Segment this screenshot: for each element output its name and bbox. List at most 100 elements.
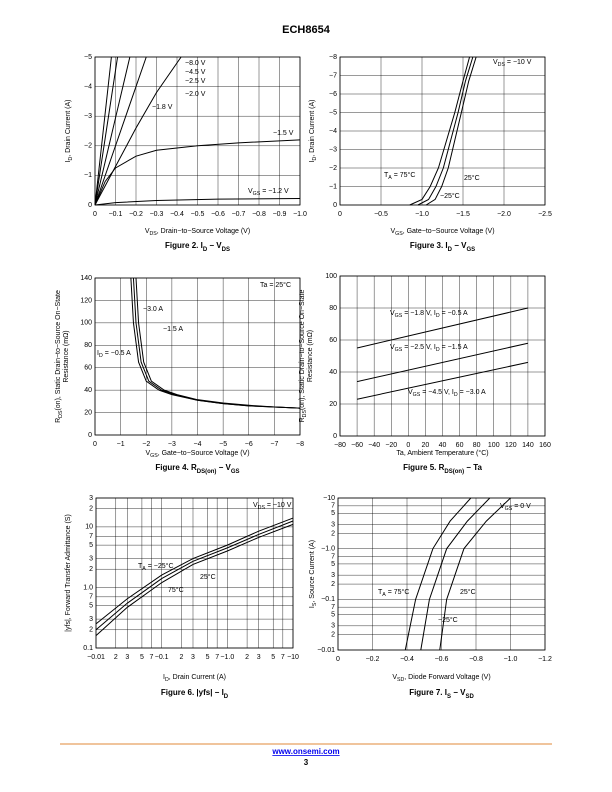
subscript: D [224, 694, 229, 700]
y-tick-label: 7 [331, 553, 335, 560]
y-tick-label: 2 [331, 632, 335, 639]
y-tick-label: 0 [88, 432, 92, 439]
plot-frame [95, 497, 294, 649]
text-part: − V [451, 688, 466, 697]
subscript: D [99, 353, 103, 359]
x-tick-label: −0.9 [273, 211, 287, 218]
y-tick-label: 0 [333, 202, 337, 209]
y-tick-label: 5 [331, 510, 335, 517]
x-tick-label: 3 [257, 654, 261, 661]
text-part: , Drain−to−Source Voltage (V) [157, 228, 250, 235]
x-tick-label: −0.3 [150, 211, 164, 218]
text-part: = −4.5 V, I [420, 389, 454, 396]
y-tick-label: −5 [329, 109, 337, 116]
text-part: , Gate−to−Source Voltage (V) [403, 228, 495, 235]
x-tick-label: −0.1 [109, 211, 123, 218]
curve-label: −25°C [438, 616, 458, 624]
y-tick-label: 20 [329, 401, 337, 408]
y-tick-label: 5 [89, 603, 93, 610]
x-axis-label: VSD, Diode Forward Voltage (V) [392, 674, 490, 684]
text-part: Figure 2. I [165, 241, 203, 250]
x-tick-label: −8 [296, 441, 304, 448]
y-tick-label: 10 [85, 524, 93, 531]
text-part: = 75°C [392, 171, 416, 179]
x-tick-label: −0.6 [435, 656, 449, 663]
x-tick-label: −6 [245, 441, 253, 448]
text-part: − V [216, 463, 231, 472]
curve [135, 277, 301, 409]
y-tick-label: 2 [89, 566, 93, 573]
curve-label: TA = −25°C [138, 562, 174, 573]
condition-note: VGS = 0 V [500, 503, 531, 513]
curve-label: −3.0 A [143, 306, 163, 313]
text-part: , Source Current (A) [309, 540, 316, 603]
curve [94, 56, 131, 206]
x-tick-label: 100 [488, 442, 500, 449]
page-number: 3 [304, 758, 309, 767]
text-part: = −2.5 V, I [402, 344, 436, 351]
subscript: GS [413, 392, 421, 398]
curve-label: TA = 75°C [378, 588, 409, 599]
text-part: I [163, 674, 165, 681]
y-axis-label: |yfs|, Forward Transfer Admittance (S) [65, 514, 72, 632]
subscript: D [203, 247, 208, 253]
subscript: GS [253, 191, 261, 197]
curve-label: −8.0 V [185, 60, 206, 67]
curve [439, 497, 511, 651]
subscript: A [388, 175, 392, 181]
figure-caption: Figure 3. ID − VGS [410, 241, 475, 252]
y-tick-label: 3 [89, 495, 93, 502]
x-tick-label: −0.7 [232, 211, 246, 218]
text-part: = −1.8 V, I [402, 310, 436, 317]
x-tick-label: 40 [439, 442, 447, 449]
figure-caption: Figure 2. ID − VDS [165, 241, 230, 252]
text-part: Figure 3. I [410, 241, 448, 250]
y-tick-label: 3 [331, 521, 335, 528]
text-part: = 0 V [512, 503, 531, 510]
subscript: S [312, 602, 318, 606]
y-tick-label: −4 [84, 83, 92, 90]
y-tick-label: −1 [329, 183, 337, 190]
y-tick-label: 2 [331, 581, 335, 588]
x-tick-label: 7 [150, 654, 154, 661]
x-tick-label: 5 [271, 654, 275, 661]
y-tick-label: 3 [331, 623, 335, 630]
x-axis-label: ID, Drain Current (A) [163, 674, 226, 684]
subscript: GS [466, 247, 475, 253]
condition-note: VDS = −10 V [493, 59, 532, 69]
y-tick-label: −3 [84, 113, 92, 120]
curve [130, 277, 301, 409]
curve [94, 139, 301, 206]
subscript: SD [397, 677, 405, 683]
x-axis-label: VGS, Gate−to−Source Voltage (V) [145, 450, 249, 460]
x-tick-label: −2 [142, 441, 150, 448]
text-part: V [390, 228, 395, 235]
curve [409, 56, 471, 206]
x-tick-label: −5 [219, 441, 227, 448]
text-part: = −10 V [505, 59, 532, 66]
text-part: R [299, 417, 306, 422]
x-tick-label: 0 [93, 211, 97, 218]
subscript: D [312, 157, 318, 161]
y-tick-label: −10 [323, 495, 335, 502]
curve [132, 277, 301, 409]
text-part: = −1.2 V [260, 188, 289, 195]
x-axis-label: VDS, Drain−to−Source Voltage (V) [145, 228, 250, 238]
subscript: A [382, 592, 386, 598]
subscript: DS(on) [444, 469, 464, 475]
footer-link[interactable]: www.onsemi.com [271, 747, 339, 756]
text-part: V [500, 503, 505, 510]
y-tick-label: 2 [89, 627, 93, 634]
y-axis-label: ID, Drain Current (A) [65, 100, 75, 163]
curve [94, 56, 182, 206]
y-axis-label: RDS(on), Static Drain−to−Source On−State [299, 290, 309, 423]
curve-label: VGS = −1.8 V, ID = −0.5 A [390, 310, 468, 320]
x-tick-label: −3 [168, 441, 176, 448]
text-part: V [248, 188, 253, 195]
x-tick-label: 3 [191, 654, 195, 661]
x-tick-label: 160 [539, 442, 551, 449]
x-tick-label: −7 [270, 441, 278, 448]
curve [356, 342, 529, 383]
x-tick-label: −4 [194, 441, 202, 448]
plot-frame [94, 56, 301, 206]
